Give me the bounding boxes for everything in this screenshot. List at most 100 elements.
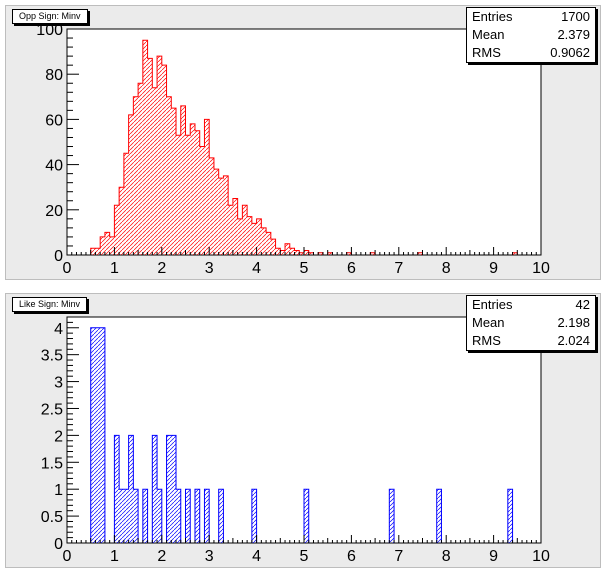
- histogram-bar: [389, 489, 395, 543]
- histogram-bar: [138, 83, 143, 256]
- histogram-bar: [114, 205, 120, 255]
- stats-row-rms: RMS 2.024: [467, 332, 595, 350]
- histogram-bar: [289, 248, 295, 255]
- histogram-bar: [256, 218, 262, 255]
- x-tick-label: 7: [394, 548, 403, 565]
- x-tick-label: 8: [442, 548, 451, 565]
- stats-value: 2.024: [557, 333, 590, 348]
- histogram-bar: [171, 108, 177, 255]
- histogram-bar: [318, 252, 323, 255]
- x-tick-label: 6: [347, 548, 356, 565]
- histogram-bar: [251, 223, 257, 255]
- histogram-bar: [152, 435, 158, 543]
- histogram-bar: [161, 65, 167, 255]
- y-tick-label: 40: [45, 158, 63, 175]
- histogram-bars: [90, 40, 518, 256]
- histogram-bar: [247, 216, 252, 255]
- histogram-outline: [90, 39, 518, 255]
- histogram-bar: [251, 489, 257, 543]
- x-tick-label: 9: [489, 548, 498, 565]
- histogram-title: Like Sign: Minv: [12, 297, 88, 312]
- stats-label: Mean: [472, 27, 505, 42]
- x-tick-label: 5: [300, 260, 309, 277]
- histogram-bar: [266, 232, 271, 255]
- stats-value: 2.198: [557, 315, 590, 330]
- histogram-bar: [308, 252, 314, 255]
- y-tick-label: 100: [36, 22, 63, 39]
- stats-row-mean: Mean 2.198: [467, 314, 595, 332]
- histogram-bar: [133, 96, 139, 255]
- histogram-bar: [436, 489, 442, 543]
- histogram-bar: [285, 243, 290, 255]
- y-tick-label: 0: [54, 536, 63, 553]
- histogram-bar: [194, 489, 200, 543]
- histogram-bar: [213, 169, 219, 255]
- histogram-bar: [114, 435, 120, 543]
- stats-label: RMS: [472, 45, 501, 60]
- histogram-bar: [280, 250, 286, 255]
- histogram-outline: [90, 327, 514, 543]
- histogram-bar: [123, 489, 129, 543]
- histogram-bar: [180, 105, 186, 255]
- y-tick-label: 80: [45, 67, 63, 84]
- histogram-bar: [133, 489, 139, 543]
- histogram-pad-opp-sign: 0 1 2 3 4 5 6 7 8 9 10 0 20 40 60 80 100 Opp Sign: Minv …: [5, 5, 601, 280]
- histogram-bar: [346, 252, 352, 255]
- x-tick-label: 1: [110, 548, 119, 565]
- histogram-bar: [327, 252, 333, 255]
- histogram-bar: [166, 435, 172, 543]
- histogram-bar: [232, 198, 238, 255]
- y-tick-label: 2: [54, 428, 63, 445]
- x-tick-label: 3: [205, 260, 214, 277]
- histogram-bar: [261, 227, 267, 255]
- x-tick-label: 7: [394, 260, 403, 277]
- x-tick-label: 4: [252, 260, 261, 277]
- histogram-bar: [299, 252, 304, 255]
- histogram-bar: [142, 489, 148, 543]
- histogram-bars: [90, 327, 513, 543]
- stats-row-entries: Entries 42: [467, 296, 595, 314]
- histogram-bar: [176, 135, 181, 255]
- histogram-bar: [142, 40, 148, 255]
- histogram-bar: [147, 58, 153, 255]
- y-tick-label: 1.5: [41, 455, 63, 472]
- x-tick-label: 3: [205, 548, 214, 565]
- histogram-bar: [417, 252, 423, 255]
- histogram-bar: [185, 489, 191, 543]
- x-tick-label: 4: [252, 548, 261, 565]
- x-tick-label: 1: [110, 260, 119, 277]
- stats-row-entries: Entries 1700: [467, 8, 595, 26]
- histogram-bar: [304, 489, 309, 543]
- histogram-bar: [104, 232, 110, 255]
- y-tick-label: 20: [45, 203, 63, 220]
- histogram-bar: [190, 123, 195, 255]
- x-tick-label: 5: [300, 548, 309, 565]
- histogram-bar: [95, 248, 101, 255]
- stats-value: 42: [575, 297, 590, 312]
- x-axis: 0 1 2 3 4 5 6 7 8 9 10: [63, 535, 550, 565]
- histogram-bar: [157, 489, 162, 543]
- y-tick-label: 4: [54, 321, 63, 338]
- histogram-bar: [507, 489, 513, 543]
- histogram-bar: [228, 205, 233, 255]
- histogram-bar: [199, 146, 205, 255]
- histogram-bar: [176, 489, 181, 543]
- stats-box: Entries 42 Mean 2.198 RMS 2.024: [466, 295, 596, 351]
- y-tick-label: 60: [45, 112, 63, 129]
- histogram-bar: [275, 248, 281, 255]
- histogram-bar: [204, 489, 210, 543]
- stats-row-mean: Mean 2.379: [467, 26, 595, 44]
- y-tick-label: 0.5: [41, 509, 63, 526]
- stats-label: Entries: [472, 9, 513, 24]
- histogram-bar: [90, 248, 96, 255]
- histogram-bar: [123, 153, 129, 255]
- histogram-bar: [166, 96, 172, 255]
- x-tick-label: 10: [532, 548, 550, 565]
- stats-label: RMS: [472, 333, 501, 348]
- stats-value: 0.9062: [550, 45, 590, 60]
- histogram-bar: [204, 119, 210, 256]
- histogram-bar: [294, 250, 300, 255]
- y-tick-label: 2.5: [41, 401, 63, 418]
- histogram-bar: [512, 252, 518, 255]
